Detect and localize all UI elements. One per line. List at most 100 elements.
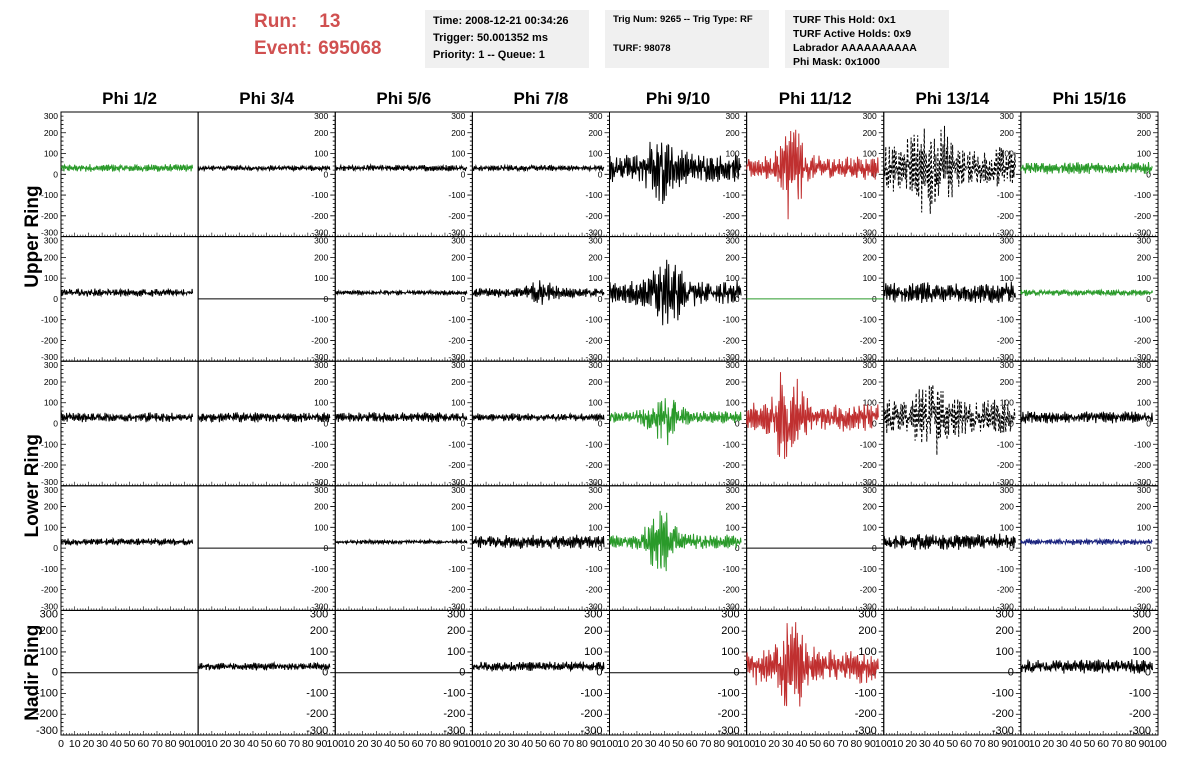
panel-r5-c8-xlabel: 60: [1097, 738, 1109, 750]
panel-r4-c3-ylabel: -200: [448, 585, 465, 595]
panel-r3-c7-trace: [883, 384, 1016, 456]
panel-r5-c4-xlabel: 100: [601, 738, 619, 750]
panel-r5-c5-ylabel: 300: [721, 608, 739, 620]
panel-r2-c8-ylabel: -200: [1134, 335, 1151, 345]
panel-r4-c4-ylabel: 100: [588, 522, 602, 532]
panel-r2-c3-yticks: [467, 236, 473, 362]
panel-r3-c3-ylabel: -200: [448, 460, 465, 470]
panel-r5-c7-xlabel: 30: [919, 738, 931, 750]
panel-r2-c3-ylabel: -200: [448, 335, 465, 345]
panel-r3-c4-xticks: [472, 481, 610, 486]
panel-r2-c4-ylabel: 200: [588, 252, 602, 262]
panel-r4-c6-ylabel: 100: [863, 522, 877, 532]
panel-r1-c4-ylabel: 100: [588, 149, 602, 159]
panel-r2-c1-ylabel: -100: [41, 315, 58, 325]
panel-r4-c4-ylabel: -200: [585, 585, 602, 595]
panel-r3-c8-yticks: [1153, 360, 1158, 487]
panel-r5-c2-xlabel: 10: [206, 738, 218, 750]
panel-r3-c5-trace: [609, 398, 742, 446]
panel-r3-c1-frame: [60, 360, 199, 487]
panel-r5-c4-xlabel: 90: [590, 738, 602, 750]
panel-r2-c1-ylabel: -200: [41, 335, 58, 345]
panel-r5-c1-xlabel: 100: [189, 738, 207, 750]
panel-r2-c5-xticks: [609, 357, 747, 362]
panel-r4-c7-ylabel: 200: [1000, 502, 1014, 512]
panel-r4-c1-yticks: [61, 485, 66, 611]
panel-r2-c6-ylabel: 200: [863, 252, 877, 262]
panel-r2-c2-ylabel: -200: [311, 335, 328, 345]
panel-r1-c2-yticks: [330, 111, 336, 237]
panel-r1-c1-xticks: [60, 232, 199, 237]
panel-r2-c5-ylabel: 100: [725, 273, 739, 283]
panel-r5-c7-ylabel: 100: [996, 646, 1014, 658]
panel-r5-c5-ylabel: 200: [721, 625, 739, 637]
panel-r2-c2-ylabel: -300: [311, 352, 328, 362]
panel-r5-c1-xlabel: 10: [69, 738, 81, 750]
panel-r4-c5-ylabel: 0: [735, 543, 740, 553]
panel-r4-c5-ylabel: 100: [725, 522, 739, 532]
panel-r1-c8-ylabel: 100: [1137, 149, 1151, 159]
panel-r4-c2-ylabel: 200: [314, 502, 328, 512]
panel-r2-c2-ylabel: 100: [314, 273, 328, 283]
panel-r5-c5-ylabel: -200: [718, 708, 740, 720]
panel-r2-c3-ylabel: -300: [448, 352, 465, 362]
panel-r1-c7-ylabel: 300: [1000, 111, 1014, 121]
panel-r5-c8-xlabel: 10: [1029, 738, 1041, 750]
panel-r5-c5-xlabel: 50: [672, 738, 684, 750]
panel-r2-c3-ylabel: 200: [451, 252, 465, 262]
panel-r1-c3-ylabel: -300: [448, 228, 465, 238]
panel-r3-c5-ylabel: 0: [735, 419, 740, 429]
panel-r4-c8-ylabel: -200: [1134, 585, 1151, 595]
panel-r4-c6-xticks: [746, 606, 885, 611]
run-event-box: Run: 13 Event: 695068: [254, 8, 381, 62]
panel-r5-c6-xlabel: 70: [837, 738, 849, 750]
panel-r3-c3-ylabel: -100: [448, 439, 465, 449]
panel-r2-c3-ylabel: -100: [448, 315, 465, 325]
panel-r2-c8-xticks: [1020, 357, 1159, 362]
panel-r5-c4-xlabel: 20: [494, 738, 506, 750]
panel-r3-c4-ylabel: 100: [588, 398, 602, 408]
panel-r5-c2-xlabel: 20: [220, 738, 232, 750]
panel-r5-c3-xlabel: 30: [371, 738, 383, 750]
panel-r2-c8-ylabel: 300: [1137, 236, 1151, 246]
panel-r4-c7-trace: [883, 533, 1016, 551]
panel-r5-c2-xlabel: 70: [288, 738, 300, 750]
panel-r4-c1-ylabel: 0: [53, 543, 58, 553]
panel-r1-c4-yticks: [604, 111, 610, 237]
panel-r3-c1-ylabel: 100: [44, 398, 58, 408]
panel-r1-c4-trace: [471, 163, 605, 173]
panel-r1-c7-ylabel: -100: [997, 190, 1014, 200]
panel-r4-c8-ylabel: -100: [1134, 564, 1151, 574]
panel-r5-c7-ylabel: 200: [996, 625, 1014, 637]
panel-r2-c4-ylabel: 0: [598, 294, 603, 304]
panel-r2-c3-ylabel: 0: [461, 294, 466, 304]
panel-r5-c4-xticks: [472, 731, 610, 735]
panel-r5-c3-xticks: [334, 731, 473, 735]
panel-r5-c5-xlabel: 20: [631, 738, 643, 750]
panel-r1-c7-ylabel: -200: [997, 211, 1014, 221]
panel-r4-c7-ylabel: -200: [997, 585, 1014, 595]
turf-active-line: TURF Active Holds: 0x9: [793, 28, 912, 40]
panel-r3-c3-yticks: [467, 360, 473, 487]
panel-r5-c3-ylabel: 300: [447, 608, 465, 620]
panel-r5-c1-xlabel: 50: [124, 738, 136, 750]
panel-r1-c8-yticks: [1153, 111, 1158, 237]
panel-r3-c4-ylabel: 300: [588, 360, 602, 370]
panel-r4-c3-ylabel: -300: [448, 601, 465, 611]
panel-r5-c3-xlabel: 80: [439, 738, 451, 750]
panel-r5-c2-ylabel: -300: [306, 725, 328, 737]
panel-r5-c1-xticks: [60, 731, 199, 735]
panel-r5-c5-xlabel: 100: [738, 738, 756, 750]
panel-r1-c3-yticks: [467, 111, 473, 237]
panel-r5-c6-ylabel: 300: [858, 608, 876, 620]
panel-r3-c2-yticks: [330, 360, 336, 487]
panel-r2-c5-ylabel: -100: [723, 315, 740, 325]
panel-r1-c8-ylabel: 200: [1137, 128, 1151, 138]
panel-r5-c5-xlabel: 70: [700, 738, 712, 750]
panel-r4-c6-ylabel: -100: [860, 564, 877, 574]
panel-r5-c1-xlabel: 90: [179, 738, 191, 750]
panel-r2-c7-yticks: [1015, 236, 1021, 362]
panel-r5-c6-ylabel: 100: [858, 646, 876, 658]
panel-r5-c1-xlabel: 60: [137, 738, 149, 750]
panel-r1-c6-ylabel: 200: [863, 128, 877, 138]
